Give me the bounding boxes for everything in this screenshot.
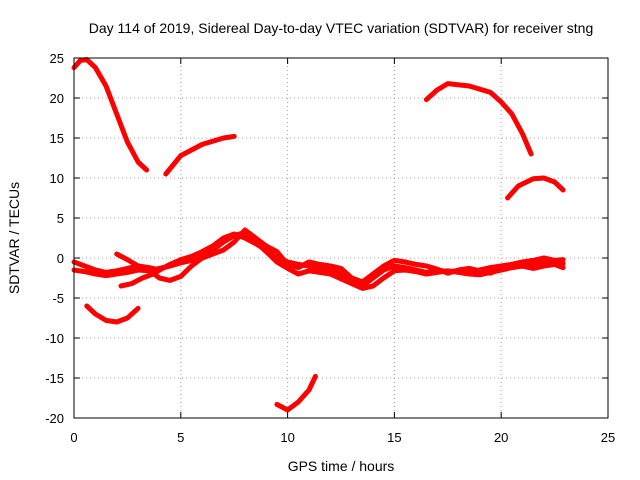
grid-layer xyxy=(74,58,608,418)
series-arc-1 xyxy=(71,57,150,173)
tick-layer: 0 5 10 15 20 25 -20 -15 -10 -5 0 5 10 15 20 25 xyxy=(45,51,615,445)
y-tick-label: 10 xyxy=(50,171,64,186)
chart-title: Day 114 of 2019, Sidereal Day-to-day VTE… xyxy=(89,20,593,36)
series-arc-6 xyxy=(505,175,566,201)
y-tick-label: -10 xyxy=(45,331,64,346)
y-tick-label: -20 xyxy=(45,411,64,426)
y-tick-label: 20 xyxy=(50,91,64,106)
x-tick-label: 10 xyxy=(280,430,294,445)
x-tick-label: 5 xyxy=(177,430,184,445)
series-arc-4 xyxy=(274,373,318,413)
x-tick-label: 20 xyxy=(494,430,508,445)
x-tick-label: 0 xyxy=(70,430,77,445)
series-arc-5 xyxy=(423,81,534,157)
series-dense-2 xyxy=(71,229,566,291)
y-tick-label: 25 xyxy=(50,51,64,66)
y-tick-label: 0 xyxy=(57,251,64,266)
series-arc-3 xyxy=(84,303,141,325)
series-arc-2 xyxy=(163,133,237,177)
series-layer xyxy=(71,57,566,413)
y-tick-label: -5 xyxy=(52,291,64,306)
y-tick-label: 15 xyxy=(50,131,64,146)
y-tick-label: -15 xyxy=(45,371,64,386)
x-tick-label: 25 xyxy=(601,430,615,445)
y-tick-label: 5 xyxy=(57,211,64,226)
plot-frame xyxy=(73,57,609,419)
y-axis-label: SDTVAR / TECUs xyxy=(6,182,22,294)
series-dense-3 xyxy=(114,227,566,285)
x-tick-label: 15 xyxy=(387,430,401,445)
series-dense-4 xyxy=(118,265,167,289)
x-axis-label: GPS time / hours xyxy=(288,458,395,474)
